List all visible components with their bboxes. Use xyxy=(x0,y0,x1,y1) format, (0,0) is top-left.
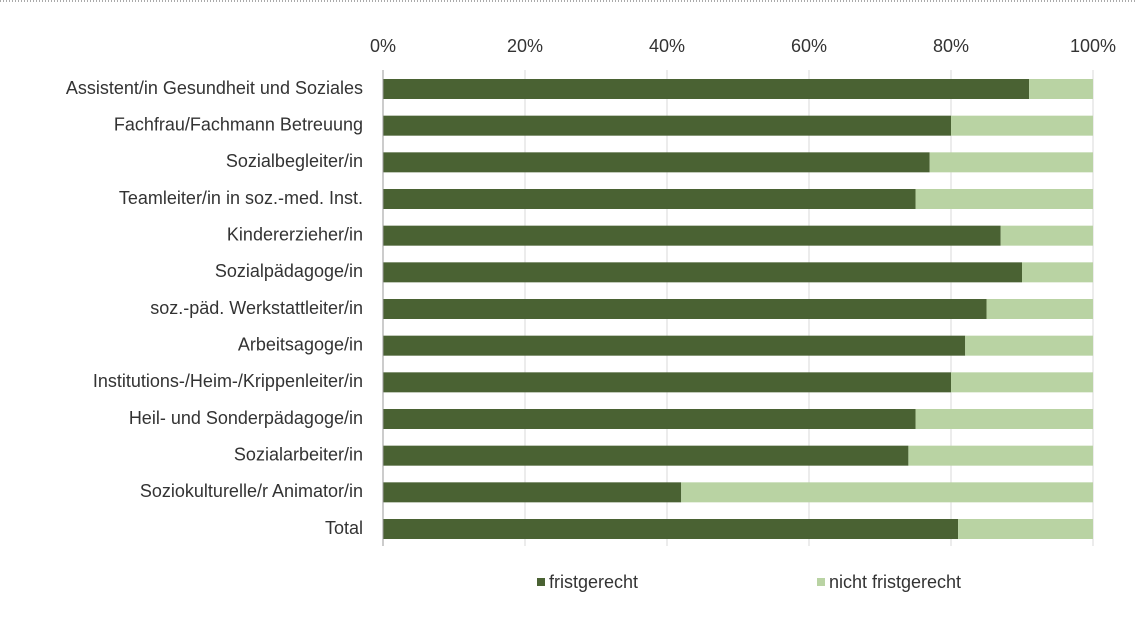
legend-label: fristgerecht xyxy=(549,572,638,592)
y-tick-label: Assistent/in Gesundheit und Soziales xyxy=(66,78,363,98)
bar-segment xyxy=(383,335,966,356)
bar-segment xyxy=(383,152,930,173)
bar-segment xyxy=(383,299,987,319)
y-tick-label: Kindererzieher/in xyxy=(227,224,363,244)
y-tick-label: Heil- und Sonderpädagoge/in xyxy=(129,408,363,428)
bar-segment xyxy=(951,115,1093,136)
bar-segment xyxy=(383,115,951,136)
y-tick-label: Teamleiter/in in soz.-med. Inst. xyxy=(119,188,363,208)
bar-segment xyxy=(383,445,909,466)
bar-segment xyxy=(951,372,1093,393)
bar-segment xyxy=(383,482,682,503)
bar-segment xyxy=(908,445,1093,466)
bar-segment xyxy=(383,189,916,209)
bar-segment xyxy=(383,79,1030,99)
bar-segment xyxy=(965,335,1093,356)
y-tick-label: Sozialbegleiter/in xyxy=(226,151,363,171)
x-tick-label: 80% xyxy=(933,36,969,56)
y-tick-label: Arbeitsagoge/in xyxy=(238,334,363,354)
bar-segment xyxy=(929,152,1093,173)
legend-swatch xyxy=(537,578,545,586)
bar-segment xyxy=(383,262,1022,283)
bar-segment xyxy=(915,189,1093,209)
bar-segment xyxy=(383,372,951,393)
x-tick-label: 40% xyxy=(649,36,685,56)
legend-swatch xyxy=(817,578,825,586)
bar-segment xyxy=(915,409,1093,429)
x-tick-label: 100% xyxy=(1070,36,1116,56)
y-tick-label: Institutions-/Heim-/Krippenleiter/in xyxy=(93,371,363,391)
bar-segment xyxy=(986,299,1093,319)
bar-segment xyxy=(958,519,1093,539)
y-tick-label: Soziokulturelle/r Animator/in xyxy=(140,481,363,501)
legend-label: nicht fristgerecht xyxy=(829,572,961,592)
bar-segment xyxy=(1029,79,1093,99)
bar-segment xyxy=(681,482,1093,503)
x-tick-label: 20% xyxy=(507,36,543,56)
y-tick-label: Sozialpädagoge/in xyxy=(215,261,363,281)
bar-segment xyxy=(1022,262,1093,283)
bar-segment xyxy=(383,225,1001,246)
bar-segment xyxy=(1000,225,1093,246)
x-tick-label: 0% xyxy=(370,36,396,56)
y-tick-label: soz.-päd. Werkstattleiter/in xyxy=(150,298,363,318)
y-tick-label: Total xyxy=(325,518,363,538)
y-tick-label: Sozialarbeiter/in xyxy=(234,444,363,464)
y-tick-label: Fachfrau/Fachmann Betreuung xyxy=(114,114,363,134)
bar-segment xyxy=(383,409,916,429)
bar-segment xyxy=(383,519,959,539)
x-tick-label: 60% xyxy=(791,36,827,56)
